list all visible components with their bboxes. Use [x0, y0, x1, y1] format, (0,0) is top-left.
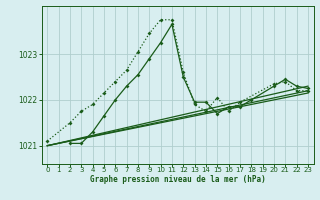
- X-axis label: Graphe pression niveau de la mer (hPa): Graphe pression niveau de la mer (hPa): [90, 175, 266, 184]
